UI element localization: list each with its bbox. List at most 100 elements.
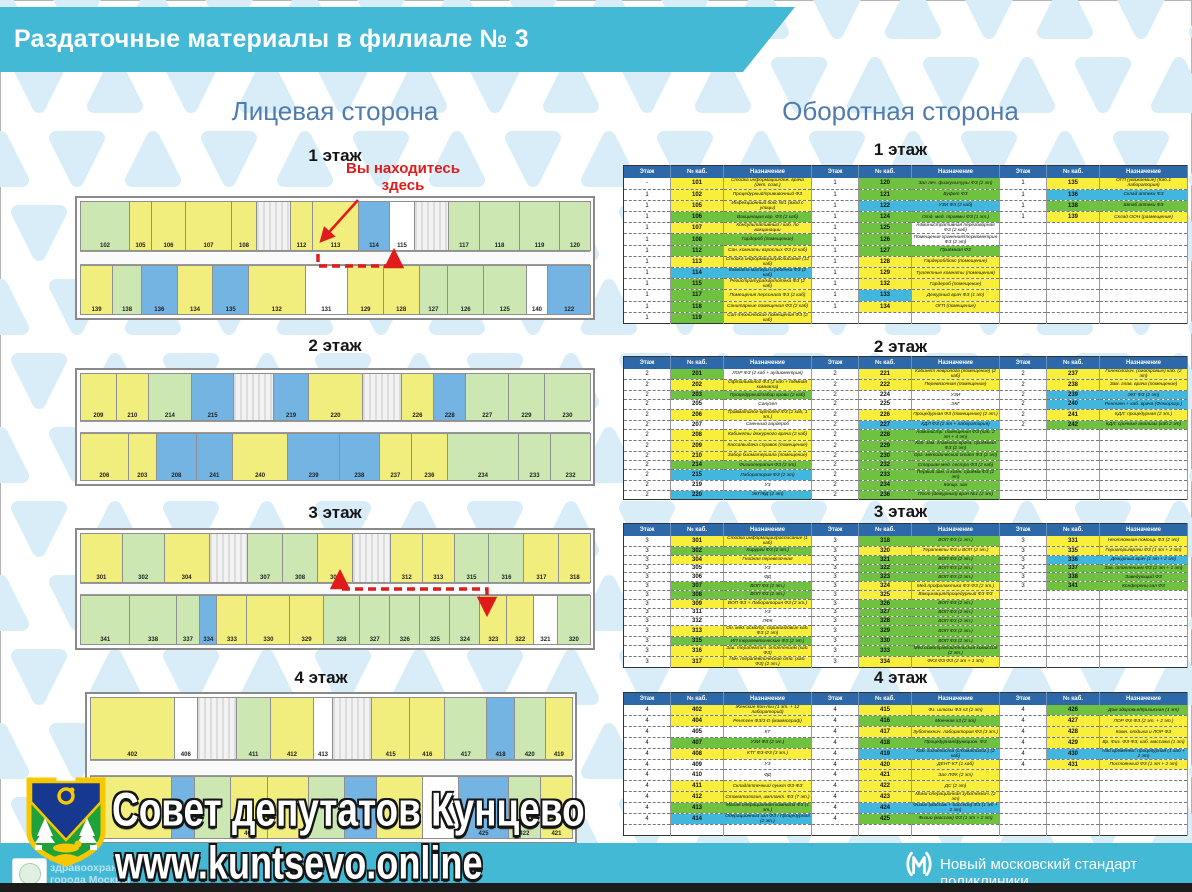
table-row: 4 409 УЗ 4 420 ДЕНТ-КТ (1 каб) 4 431 Постоянный … [623, 759, 1188, 771]
table-row: 1 117 Помещения персонала ФЗ (2 каб) 1 133 Де… [623, 289, 1188, 302]
room-114: 114 [358, 201, 390, 252]
room-number-cell: 405 [670, 726, 724, 738]
table-row: 1 118 Санитарные помещения ФЗ (2 каб) 1 134 О… [623, 301, 1188, 313]
plan-bottom-row: 206 203 208 241 240 239 238 237 236 234 233 232 [80, 433, 591, 481]
purpose-cell: Лаборатория ФЗ (2 эт) [723, 469, 812, 482]
column-header: Этаж [811, 356, 859, 369]
room-number-cell: 219 [670, 480, 724, 491]
room-number: 125 [499, 307, 510, 313]
room-number-cell: 233 [858, 469, 912, 482]
floor-cell [999, 429, 1047, 441]
table-row: 4 402 Женские Кон-ты (1 эт. + 12 лаборатор… [623, 705, 1188, 717]
purpose-cell: ЛФК [723, 616, 812, 627]
room-number-cell: 106 [670, 211, 724, 224]
room-number-cell: 225 [858, 399, 912, 410]
room-number-cell: 329 [858, 625, 912, 638]
room-number-cell: 214 [670, 460, 724, 471]
room-number-cell: 316 [670, 645, 724, 657]
room-122: 122 [547, 264, 592, 315]
room-number: 119 [534, 243, 545, 250]
room-number: 330 [263, 637, 274, 643]
room-number-cell: 107 [670, 222, 724, 235]
room-number-cell: 308 [670, 590, 724, 600]
purpose-cell [1099, 645, 1188, 657]
room-number: 219 [286, 412, 297, 419]
room-324: 324 [449, 595, 481, 645]
room-number: 237 [390, 473, 401, 479]
room-number-cell: 330 [858, 636, 912, 646]
council-watermark: Совет депутатов Кунцево [112, 783, 649, 836]
room-number-cell: 203 [670, 390, 724, 401]
room-number: 425 [478, 831, 489, 837]
purpose-cell: ВОП ФЗ (2 эт.) [911, 608, 1000, 618]
purpose-cell: Первый зам. и комн. приёма ФЗ (2 эт) [911, 469, 1000, 482]
room-number-cell [1046, 780, 1100, 793]
purpose-cell: Зал леч. физкультуры ФЗ (2 эт) [911, 178, 1000, 190]
room-number: 308 [295, 574, 306, 581]
floor-cell [999, 780, 1047, 793]
table-row: 3 308 ВОП ФЗ (2 эт.) 3 325 Вакцинация/процеду… [623, 590, 1188, 600]
room-412: 412 [270, 697, 314, 761]
table-row: 2 210 Забор биоматериала (помещение) 2 230 Ор… [623, 451, 1188, 462]
room-number: 422 [519, 831, 530, 837]
room-number: 313 [433, 574, 444, 581]
room-number: 326 [399, 637, 410, 643]
column-header: Этаж [999, 692, 1047, 705]
room-number: 114 [369, 243, 379, 250]
room-number: 118 [494, 243, 505, 250]
table-row: 4 408 КТГ ФЗ-ФЗ (3 эт.) 4 419 Каб. гигиениста… [623, 748, 1188, 760]
floor-cell: 2 [999, 409, 1047, 421]
room-138: 138 [112, 264, 142, 315]
column-header: Этаж [623, 692, 671, 705]
floor-cell: 3 [623, 636, 671, 646]
purpose-cell: Туалетные комнаты (помещения) [911, 267, 1000, 280]
floor-cell [999, 233, 1047, 246]
room-326: 326 [389, 595, 421, 645]
column-header: № каб. [670, 356, 724, 369]
room-number: 419 [553, 752, 564, 759]
floor-cell [999, 616, 1047, 627]
floor-cell: 2 [811, 469, 859, 482]
floor-cell: 3 [811, 590, 859, 600]
table-row: 3 307 ВОП ФЗ (2 эт.) 3 324 Мед.профилактика Ф… [623, 581, 1188, 591]
purpose-cell [1099, 460, 1188, 471]
stairwell [361, 373, 402, 421]
room-number-cell [1046, 791, 1100, 804]
room-number: 302 [138, 574, 149, 581]
room-number-cell: 426 [1046, 705, 1100, 717]
room-422: 422 [507, 775, 541, 839]
room-number: 226 [412, 412, 423, 419]
purpose-cell [1099, 267, 1188, 280]
floor-cell: 2 [623, 420, 671, 430]
room-139: 139 [80, 264, 114, 315]
purpose-cell: ДС (2 эт) [911, 780, 1000, 793]
room-312: 312 [390, 533, 423, 583]
floor-cell [999, 590, 1047, 600]
table-row: 2 206 Травматолог-ортопед ФЗ (2 каб, 1 эт.… [623, 409, 1188, 421]
table-row: 1 106 Вакцинация взр. ФЗ (2 каб) 1 124 Отд. м… [623, 211, 1188, 224]
purpose-cell: ДЕНТ-КТ (1 каб) [911, 759, 1000, 771]
purpose-cell: Операционный зал ФЗ / Процедурная (2 эт.… [723, 813, 812, 825]
room-127: 127 [418, 264, 449, 315]
purpose-cell [911, 824, 1000, 836]
purpose-cell: Перевязочная (помещение) [911, 379, 1000, 391]
table-row: 4 413 Малая операционная комната ФЗ (1 эт.… [623, 802, 1188, 814]
room-number-cell: 307 [670, 581, 724, 591]
table-row: 4 414 Операционный зал ФЗ / Процедурная (2… [623, 813, 1188, 825]
room-number: 418 [495, 752, 506, 759]
room-number-cell: 125 [858, 222, 912, 235]
room-number-cell [670, 824, 724, 836]
room-203: 203 [127, 433, 157, 481]
floor-cell [999, 490, 1047, 500]
floor-cell: 1 [811, 189, 859, 201]
column-header: Этаж [999, 356, 1047, 369]
floor-cell [999, 636, 1047, 646]
purpose-cell [1099, 590, 1188, 600]
purpose-cell [1099, 233, 1188, 246]
room-136: 136 [140, 264, 178, 315]
room-number-cell: 206 [670, 409, 724, 421]
purpose-cell: ЭКГ/ФД (2 эт) [723, 490, 812, 500]
purpose-cell: Мед.профилактика ФЗ-ФЗ (2 эт.) [911, 581, 1000, 591]
floor-table: Этаж № каб. Назначение Этаж № каб. Назначение… [623, 692, 1188, 836]
room-number: 206 [99, 473, 110, 479]
